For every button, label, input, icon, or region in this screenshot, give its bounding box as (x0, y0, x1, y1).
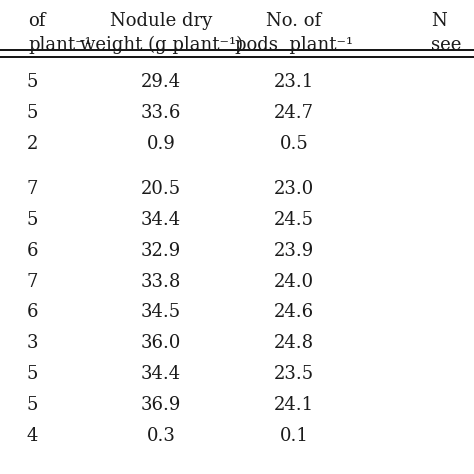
Text: 24.8: 24.8 (274, 334, 314, 352)
Text: 34.4: 34.4 (141, 365, 181, 383)
Text: 24.1: 24.1 (274, 396, 314, 414)
Text: N: N (431, 12, 447, 30)
Text: 0.3: 0.3 (147, 427, 175, 445)
Text: 24.7: 24.7 (274, 104, 314, 122)
Text: 0.5: 0.5 (280, 135, 308, 153)
Text: see: see (431, 36, 462, 54)
Text: 7: 7 (27, 180, 38, 198)
Text: pods  plant⁻¹: pods plant⁻¹ (235, 36, 353, 54)
Text: 0.9: 0.9 (147, 135, 175, 153)
Text: 29.4: 29.4 (141, 73, 181, 91)
Text: 5: 5 (27, 73, 38, 91)
Text: of: of (28, 12, 46, 30)
Text: 0.1: 0.1 (280, 427, 308, 445)
Text: 23.9: 23.9 (274, 242, 314, 260)
Text: No. of: No. of (266, 12, 321, 30)
Text: 36.0: 36.0 (141, 334, 182, 352)
Text: 3: 3 (27, 334, 38, 352)
Text: 7: 7 (27, 273, 38, 291)
Text: 5: 5 (27, 365, 38, 383)
Text: 5: 5 (27, 396, 38, 414)
Text: 23.5: 23.5 (274, 365, 314, 383)
Text: 24.0: 24.0 (274, 273, 314, 291)
Text: 34.4: 34.4 (141, 211, 181, 229)
Text: 5: 5 (27, 211, 38, 229)
Text: 6: 6 (27, 242, 38, 260)
Text: 23.1: 23.1 (274, 73, 314, 91)
Text: 24.5: 24.5 (274, 211, 314, 229)
Text: 36.9: 36.9 (141, 396, 182, 414)
Text: 6: 6 (27, 303, 38, 321)
Text: 24.6: 24.6 (274, 303, 314, 321)
Text: weight (g plant⁻¹): weight (g plant⁻¹) (80, 36, 243, 54)
Text: 4: 4 (27, 427, 38, 445)
Text: plant⁻¹: plant⁻¹ (28, 36, 92, 54)
Text: Nodule dry: Nodule dry (110, 12, 212, 30)
Text: 33.8: 33.8 (141, 273, 182, 291)
Text: 20.5: 20.5 (141, 180, 181, 198)
Text: 5: 5 (27, 104, 38, 122)
Text: 2: 2 (27, 135, 38, 153)
Text: 34.5: 34.5 (141, 303, 181, 321)
Text: 23.0: 23.0 (274, 180, 314, 198)
Text: 32.9: 32.9 (141, 242, 181, 260)
Text: 33.6: 33.6 (141, 104, 182, 122)
